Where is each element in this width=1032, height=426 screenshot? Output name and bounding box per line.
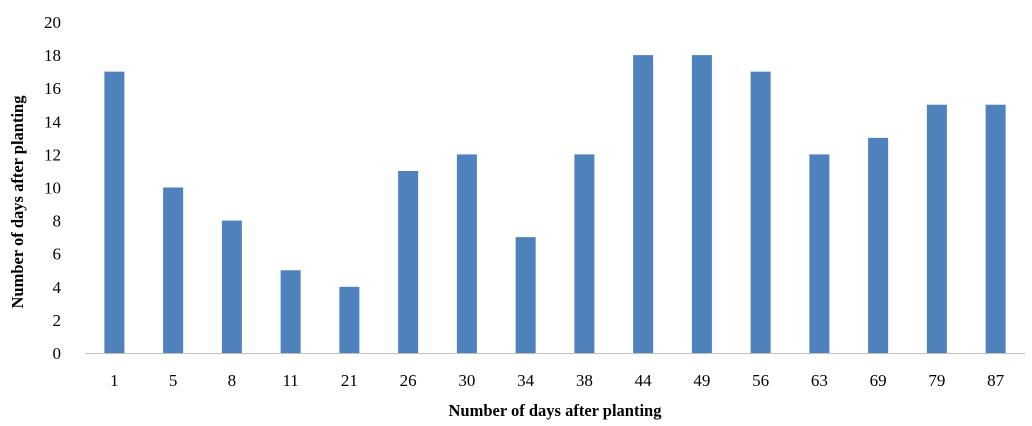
x-tick-label: 63	[811, 371, 828, 390]
bar-79	[926, 104, 947, 353]
bar-1	[104, 71, 125, 354]
y-tick-labels: 0 2 4 6 8 10 12 14 16 18 20	[44, 13, 62, 363]
bar-21	[339, 286, 360, 353]
y-tick-label: 18	[44, 46, 61, 65]
bar-8	[221, 220, 242, 353]
bar-87	[985, 104, 1006, 353]
x-tick-label: 49	[693, 371, 710, 390]
x-tick-label: 8	[228, 371, 237, 390]
y-tick-label: 16	[44, 79, 61, 98]
x-tick-label: 87	[987, 371, 1005, 390]
bar-11	[280, 270, 301, 353]
x-tick-label: 1	[110, 371, 119, 390]
bar-56	[750, 71, 771, 354]
y-tick-label: 0	[53, 344, 62, 363]
x-tick-label: 34	[517, 371, 535, 390]
x-axis-title: Number of days after planting	[449, 401, 663, 420]
y-tick-label: 8	[53, 212, 62, 231]
x-tick-label: 30	[458, 371, 475, 390]
x-tick-label: 44	[635, 371, 653, 390]
y-tick-label: 2	[53, 311, 62, 330]
x-tick-label: 56	[752, 371, 769, 390]
x-tick-label: 69	[870, 371, 887, 390]
x-tick-label: 26	[400, 371, 417, 390]
bar-49	[691, 55, 712, 353]
y-tick-label: 4	[53, 278, 62, 297]
bar-5	[163, 187, 184, 353]
bar-34	[515, 237, 536, 353]
bar-30	[456, 154, 477, 353]
bar-38	[574, 154, 595, 353]
bars-layer	[104, 55, 1006, 354]
y-tick-label: 14	[44, 112, 62, 131]
x-tick-label: 79	[928, 371, 945, 390]
y-tick-label: 12	[44, 145, 61, 164]
y-tick-label: 20	[44, 13, 61, 32]
x-tick-labels: 1 5 8 11 21 26 30 34 38 44 49 56 63 69 79 87	[110, 371, 1005, 390]
bar-63	[809, 154, 830, 353]
x-tick-label: 21	[341, 371, 358, 390]
bar-69	[868, 137, 889, 353]
x-tick-label: 5	[169, 371, 178, 390]
x-tick-label: 11	[282, 371, 298, 390]
bar-44	[633, 55, 654, 353]
x-tick-label: 38	[576, 371, 593, 390]
bar-26	[398, 170, 419, 353]
y-tick-label: 10	[44, 179, 61, 198]
y-tick-label: 6	[53, 245, 62, 264]
y-axis-title: Number of days after planting	[8, 95, 27, 309]
